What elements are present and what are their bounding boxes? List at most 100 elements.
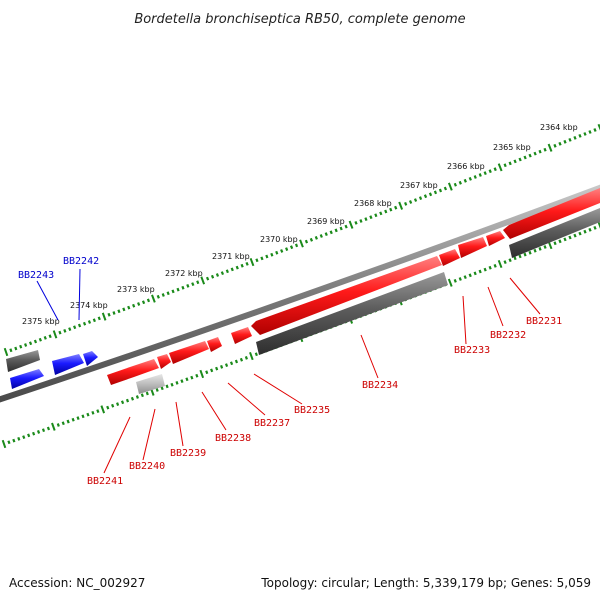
- minor-tick: [468, 176, 472, 181]
- gene-pseudo[interactable]: [136, 374, 165, 394]
- gene-bb2231[interactable]: [503, 188, 600, 239]
- gene-label: BB2235: [294, 405, 330, 416]
- accession-text: Accession: NC_002927: [9, 576, 146, 590]
- minor-tick: [280, 249, 284, 253]
- minor-tick: [354, 220, 358, 225]
- gene-hypothetical[interactable]: [6, 350, 40, 372]
- minor-tick: [205, 276, 210, 281]
- minor-tick: [260, 256, 264, 261]
- gene-label: BB2243: [18, 270, 54, 281]
- minor-tick: [488, 169, 492, 174]
- minor-tick: [160, 386, 164, 391]
- minor-tick: [191, 282, 195, 287]
- minor-tick: [593, 225, 597, 230]
- gene-hypothetical[interactable]: [256, 272, 448, 355]
- minor-tick: [230, 267, 234, 272]
- minor-tick: [127, 305, 131, 310]
- major-tick: [200, 276, 206, 285]
- minor-tick: [289, 245, 294, 250]
- gene-label: BB2242: [63, 256, 99, 267]
- minor-tick: [22, 435, 26, 439]
- gene-label: BB2233: [454, 345, 490, 356]
- minor-tick: [374, 213, 378, 218]
- minor-tick: [265, 254, 269, 259]
- gene-bb2243b[interactable]: [10, 369, 44, 389]
- ruler-label: 2375 kbp: [22, 317, 60, 326]
- major-tick: [348, 220, 354, 229]
- gene-bb2232[interactable]: [486, 231, 505, 246]
- gene-label: BB2231: [526, 316, 562, 327]
- gene-bb2235[interactable]: [251, 256, 442, 335]
- gene-hypothetical[interactable]: [509, 208, 600, 258]
- gene-bb2237[interactable]: [231, 327, 252, 344]
- minor-tick: [130, 396, 135, 401]
- minor-tick: [234, 359, 239, 364]
- major-tick: [51, 422, 56, 431]
- minor-tick: [369, 215, 373, 220]
- minor-tick: [329, 230, 333, 235]
- minor-tick: [588, 130, 592, 134]
- minor-tick: [146, 298, 151, 303]
- minor-tick: [33, 339, 38, 344]
- minor-tick: [140, 393, 144, 398]
- minor-tick: [543, 245, 547, 249]
- minor-tick: [553, 241, 557, 246]
- minor-tick: [518, 157, 522, 162]
- minor-tick: [508, 161, 512, 166]
- minor-tick: [190, 375, 194, 380]
- gene-bb2240[interactable]: [157, 354, 171, 369]
- major-tick: [101, 312, 107, 321]
- ruler-labels: 2364 kbp 2365 kbp 2366 kbp 2367 kbp 2368…: [22, 123, 578, 326]
- minor-tick: [558, 239, 562, 244]
- minor-tick: [171, 289, 175, 294]
- minor-tick: [583, 229, 587, 234]
- minor-tick: [508, 258, 512, 263]
- minor-tick: [161, 293, 165, 297]
- minor-tick: [533, 151, 537, 156]
- minor-tick: [66, 419, 70, 424]
- major-tick: [249, 351, 254, 361]
- gene-label: BB2240: [129, 461, 165, 472]
- gene-labels: BB2231 BB2232 BB2233 BB2234 BB2235 BB223…: [18, 256, 562, 487]
- minor-tick: [513, 159, 517, 164]
- minor-tick: [63, 329, 67, 333]
- minor-tick: [235, 265, 239, 270]
- callout-lines: [36, 268, 541, 474]
- gene-label: BB2234: [362, 380, 398, 391]
- minor-tick: [175, 381, 179, 385]
- gene-bb2233[interactable]: [458, 237, 487, 258]
- minor-tick: [285, 247, 289, 251]
- gene-bb2241[interactable]: [107, 359, 159, 385]
- minor-tick: [408, 200, 413, 204]
- minor-tick: [137, 302, 141, 306]
- minor-tick: [9, 348, 13, 353]
- minor-tick: [423, 194, 428, 199]
- minor-tick: [513, 256, 517, 261]
- minor-tick: [32, 431, 36, 436]
- gene-bb2242[interactable]: [83, 351, 98, 366]
- major-tick: [249, 257, 255, 267]
- minor-tick: [404, 202, 408, 206]
- minor-tick: [478, 173, 482, 177]
- minor-tick: [413, 198, 418, 202]
- minor-tick: [77, 323, 82, 328]
- minor-tick: [71, 417, 75, 422]
- minor-tick: [244, 356, 248, 360]
- minor-tick: [518, 254, 522, 259]
- map-title: Bordetella bronchiseptica RB50, complete…: [134, 12, 465, 27]
- major-tick: [199, 369, 205, 379]
- gene-bb2238[interactable]: [207, 337, 222, 352]
- minor-tick: [210, 274, 215, 279]
- minor-tick: [14, 346, 18, 351]
- minor-tick: [528, 153, 532, 158]
- minor-tick: [463, 178, 467, 183]
- minor-tick: [170, 382, 174, 387]
- minor-tick: [186, 284, 190, 288]
- gene-bb2243[interactable]: [52, 354, 84, 375]
- gene-bb2239[interactable]: [169, 341, 209, 364]
- minor-tick: [215, 366, 219, 371]
- minor-tick: [239, 357, 244, 362]
- gene-bb2234[interactable]: [439, 249, 460, 266]
- minor-tick: [112, 311, 116, 315]
